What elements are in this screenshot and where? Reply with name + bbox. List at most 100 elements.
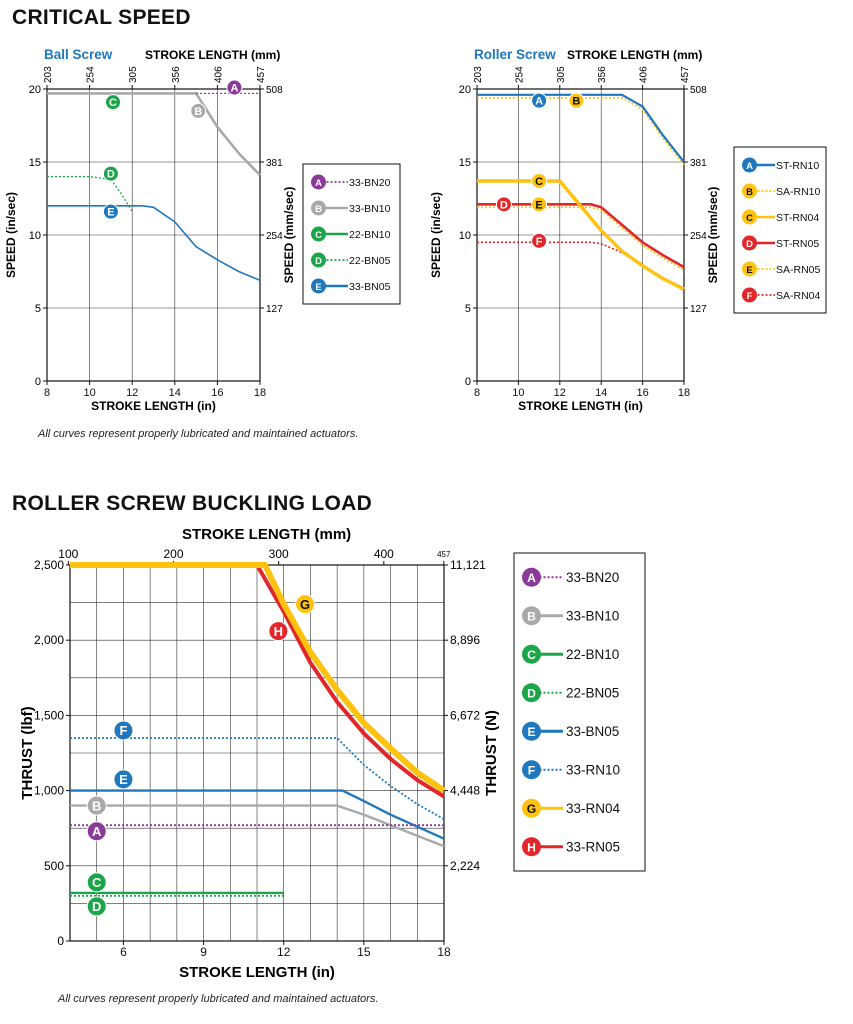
- x2-tick-label: 203: [473, 66, 484, 83]
- marker-letter: A: [535, 96, 543, 108]
- y2-axis-title: THRUST (N): [483, 710, 500, 796]
- legend-label: 22-BN05: [566, 686, 619, 701]
- legend-label: 33-RN05: [566, 840, 620, 855]
- legend-marker: [522, 567, 541, 587]
- legend-marker-letter: F: [747, 291, 753, 302]
- marker-circle: [86, 821, 107, 842]
- x2-tick-label: 356: [171, 66, 182, 83]
- x2-axis-ticks: 100 200 300 400 457: [58, 547, 451, 565]
- buckling-footnote: All curves represent properly lubricated…: [58, 993, 379, 1005]
- legend-item-C: C ST-RN04: [742, 209, 819, 225]
- buckling-load-chart: 6 9 12 15 18 STROKE LENGTH (in) 100 200 300 400 45…: [19, 526, 646, 981]
- x2-tick-label: 305: [128, 66, 139, 83]
- marker-circle: [568, 92, 585, 109]
- x2-tick-label: 457: [437, 550, 451, 559]
- marker-letter: E: [119, 772, 128, 787]
- legend-label: ST-RN04: [776, 212, 819, 224]
- marker-circle: [113, 720, 134, 741]
- y-tick-label: 0: [465, 376, 471, 388]
- legend-item-B: B 33-BN10: [311, 200, 391, 216]
- ball-screw-chart: 8 10 12 14 16 18 STROKE LENGTH (in) 203 254 305 35…: [4, 47, 401, 413]
- legend-label: 22-BN10: [349, 229, 391, 241]
- series-markers: AB CD E F G H: [86, 594, 316, 917]
- legend-label: 33-RN04: [566, 801, 621, 816]
- x2-tick-label: 254: [86, 66, 97, 83]
- marker-letter: A: [230, 83, 238, 95]
- legend-box: [733, 146, 827, 314]
- legend-marker-letter: E: [746, 265, 752, 276]
- legend-marker: [522, 644, 541, 664]
- marker-letter: C: [109, 97, 117, 109]
- x2-tick-label: 400: [374, 547, 394, 561]
- x-axis-title: STROKE LENGTH (in): [91, 399, 216, 413]
- x2-tick-label: 300: [269, 547, 289, 561]
- legend-marker: [311, 174, 326, 190]
- legend-item-B: B SA-RN10: [742, 183, 821, 199]
- marker-circle: [531, 92, 548, 109]
- marker-circle: [295, 594, 316, 615]
- y-tick-label: 0: [35, 376, 41, 388]
- y2-axis-ticks: 127 254 381 508: [684, 85, 707, 315]
- legend-item-B: B 33-BN10: [522, 606, 619, 626]
- legend-marker-letter: C: [527, 648, 536, 662]
- series-line-33-RN04: [70, 562, 446, 794]
- legend-marker-letter: D: [527, 687, 536, 701]
- series-marker-B: B: [568, 92, 585, 109]
- marker-letter: B: [92, 798, 101, 813]
- legend-label: 22-BN05: [349, 255, 391, 267]
- series-line-33-BN05: [47, 205, 261, 282]
- legend-marker-letter: G: [527, 802, 536, 816]
- y-tick-label: 2,500: [34, 558, 64, 572]
- marker-circle: [531, 232, 548, 249]
- series-marker-B: B: [190, 102, 207, 119]
- marker-circle: [531, 196, 548, 213]
- y-tick-label: 5: [35, 303, 41, 315]
- legend-item-A: A 33-BN20: [522, 567, 619, 587]
- y-axis-ticks: 0 5 10 15 20: [459, 84, 477, 388]
- marker-letter: F: [119, 723, 127, 738]
- marker-circle: [495, 196, 512, 213]
- y-axis-title: SPEED (in/sec): [4, 192, 18, 278]
- legend-marker-letter: H: [527, 841, 536, 855]
- x-tick-label: 16: [636, 387, 648, 399]
- series-lines: [70, 562, 446, 897]
- legend-marker: [311, 200, 326, 216]
- legend-marker-letter: F: [528, 764, 535, 778]
- x-tick-label: 18: [437, 945, 451, 959]
- marker-circle: [531, 172, 548, 189]
- critical-speed-title: CRITICAL SPEED: [12, 6, 191, 29]
- series-lines: [47, 92, 261, 282]
- legend-marker: [742, 209, 757, 225]
- legend-item-C: C 22-BN10: [311, 226, 391, 242]
- x-tick-label: 8: [44, 387, 50, 399]
- legend-item-G: G 33-RN04: [522, 798, 621, 818]
- x2-tick-label: 305: [556, 66, 567, 83]
- y-tick-label: 0: [57, 934, 64, 948]
- series-line-33-RN10: [70, 737, 445, 820]
- legend-marker-letter: A: [746, 161, 753, 172]
- y-tick-label: 20: [29, 84, 41, 96]
- legend-item-E: E SA-RN05: [742, 261, 821, 277]
- legend-label: 33-BN20: [349, 177, 391, 189]
- y-tick-label: 15: [29, 157, 41, 169]
- legend-item-D: D 22-BN05: [311, 252, 391, 268]
- y-tick-label: 10: [29, 230, 41, 242]
- y2-tick-label: 127: [266, 304, 283, 315]
- marker-circle: [86, 872, 107, 893]
- series-line-33-BN05: [70, 789, 445, 840]
- y-axis-ticks: 0 5 10 15 20: [29, 84, 47, 388]
- series-marker-F: F: [531, 232, 548, 249]
- series-marker-C: C: [531, 172, 548, 189]
- x2-axis-title: STROKE LENGTH (mm): [145, 48, 280, 62]
- series-marker-D: D: [102, 165, 119, 182]
- legend-marker: [522, 721, 541, 741]
- series-line-33-BN10: [70, 804, 445, 848]
- marker-circle: [190, 102, 207, 119]
- y2-axis-title: SPEED (mm/sec): [282, 187, 296, 284]
- y2-tick-label: 2,224: [450, 859, 480, 873]
- series-marker-C: C: [105, 94, 122, 111]
- marker-letter: D: [107, 169, 115, 181]
- legend-marker: [742, 287, 757, 303]
- legend-marker: [742, 261, 757, 277]
- series-line-ST-RN05: [477, 203, 685, 269]
